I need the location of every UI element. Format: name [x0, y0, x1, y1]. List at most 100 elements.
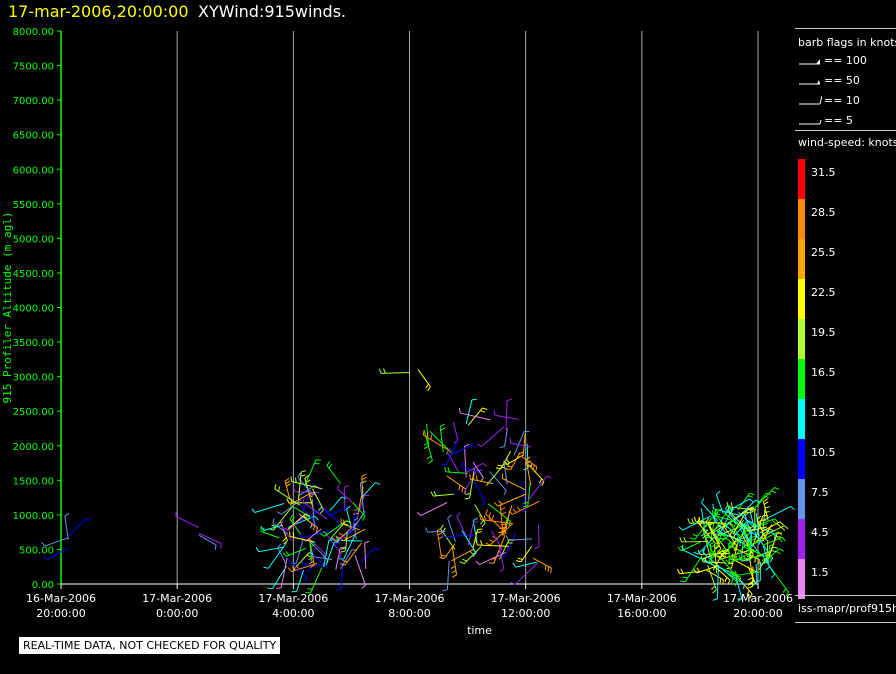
- wind-barb: [510, 452, 521, 470]
- wind-barb-flag: [774, 486, 780, 490]
- wind-barb: [267, 542, 287, 569]
- wind-barb: [504, 532, 517, 557]
- wind-barb: [520, 545, 533, 563]
- wind-barb-flag: [440, 427, 446, 431]
- wind-barb-flag: [516, 560, 522, 563]
- wind-barb: [718, 508, 734, 535]
- wind-barb: [443, 543, 456, 559]
- wind-barb-flag: [742, 584, 745, 590]
- wind-barb: [360, 482, 376, 499]
- wind-barb-flag: [503, 458, 509, 462]
- wind-barb-flag: [274, 483, 277, 490]
- wind-barb-flag: [535, 466, 538, 472]
- wind-barb-flag: [765, 566, 770, 571]
- y-tick-label: 500.00: [19, 545, 54, 556]
- wind-barb-flag: [728, 541, 731, 547]
- wind-barb: [464, 462, 484, 474]
- wind-barb-flag: [302, 515, 308, 519]
- wind-barb-flag: [689, 537, 695, 540]
- wind-barb-flag: [426, 432, 429, 438]
- wind-barb: [763, 525, 785, 537]
- wind-barb: [503, 461, 508, 485]
- wind-barb-flag: [493, 410, 496, 416]
- barb-flag-label: == 5: [824, 114, 853, 127]
- wind-barb: [752, 487, 775, 511]
- wind-barb: [304, 478, 314, 509]
- wind-barb-flag: [360, 513, 364, 519]
- barb-flag-label: == 50: [824, 74, 860, 87]
- y-tick-label: 3500.00: [13, 338, 54, 349]
- wind-barb: [730, 534, 756, 552]
- wind-barb: [291, 480, 323, 490]
- wind-barb-flag: [718, 552, 724, 556]
- wind-barb-flag: [328, 538, 334, 541]
- wind-barb-flag: [747, 495, 753, 498]
- wind-barb: [733, 571, 761, 577]
- wind-barb: [712, 514, 736, 522]
- wind-barb-flag: [325, 511, 331, 517]
- wind-barb: [759, 540, 774, 559]
- wind-barb: [274, 488, 300, 506]
- wind-barb: [715, 494, 724, 514]
- wind-barb: [451, 545, 458, 575]
- wind-barb: [337, 539, 363, 542]
- wind-barb: [713, 544, 718, 574]
- wind-barb-flag: [534, 546, 540, 550]
- wind-barb-flag: [771, 573, 775, 579]
- wind-barb-flag: [776, 523, 781, 528]
- wind-barb-flag: [724, 577, 728, 583]
- y-tick-label: 4000.00: [13, 304, 54, 315]
- wind-barb-flag: [335, 535, 341, 539]
- wind-barb: [461, 530, 477, 554]
- wind-barb: [510, 442, 531, 448]
- wind-barb-flag: [342, 559, 348, 563]
- wind-barb-flag: [480, 540, 483, 546]
- wind-barb: [312, 488, 324, 511]
- wind-barb-flag: [278, 486, 281, 492]
- wind-barb: [436, 530, 443, 559]
- wind-barb: [446, 475, 467, 490]
- wind-barb-flag: [749, 593, 753, 599]
- wind-barb-flag: [758, 539, 762, 545]
- wind-barb: [527, 475, 547, 502]
- wind-barb-flag: [319, 509, 324, 514]
- wind-barb-flag: [749, 498, 754, 503]
- wind-barb-flag: [383, 368, 386, 374]
- wind-barb: [281, 499, 302, 515]
- y-tick-label: 6500.00: [13, 131, 54, 142]
- wind-barb: [762, 501, 769, 521]
- wind-barb: [728, 549, 758, 564]
- wind-barb: [747, 566, 756, 584]
- y-tick-label: 0.00: [32, 580, 54, 591]
- wind-barb: [341, 523, 360, 531]
- x-tick-date-label: 17-Mar-2006: [142, 592, 212, 605]
- wind-barb-flag: [471, 398, 477, 401]
- wind-barb-flag: [444, 466, 447, 472]
- wind-barb-flag: [784, 525, 789, 530]
- barb-legend-title: barb flags in knots: [798, 36, 896, 49]
- wind-barb-flag: [719, 525, 725, 529]
- wind-barb-flag: [323, 508, 329, 513]
- wind-barb: [732, 507, 749, 535]
- wind-barb-flag: [521, 509, 527, 513]
- wind-barb-flag: [462, 558, 468, 562]
- wind-barb: [736, 518, 762, 541]
- wind-barb-flag: [344, 484, 350, 488]
- wind-barb-flag: [748, 507, 754, 510]
- wind-barb-flag: [778, 538, 783, 543]
- wind-barb-flag: [422, 430, 425, 436]
- wind-barb: [470, 478, 494, 485]
- wind-barb: [761, 507, 766, 540]
- quality-notice: REAL-TIME DATA, NOT CHECKED FOR QUALITY: [18, 636, 282, 655]
- wind-barb-flag: [526, 460, 532, 464]
- wind-barb: [702, 552, 723, 570]
- wind-barb-flag: [512, 562, 517, 568]
- wind-barb: [284, 481, 291, 500]
- wind-barb: [744, 515, 752, 536]
- wind-barb-flag: [523, 467, 529, 471]
- wind-barb-flag: [483, 515, 486, 521]
- wind-barb-flag: [501, 466, 507, 470]
- wind-barb-flag: [702, 548, 706, 554]
- wind-barb: [298, 484, 316, 496]
- wind-barb-flag: [480, 519, 485, 525]
